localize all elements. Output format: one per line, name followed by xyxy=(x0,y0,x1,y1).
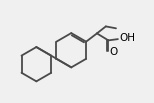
Text: O: O xyxy=(110,47,118,57)
Text: OH: OH xyxy=(119,33,135,43)
